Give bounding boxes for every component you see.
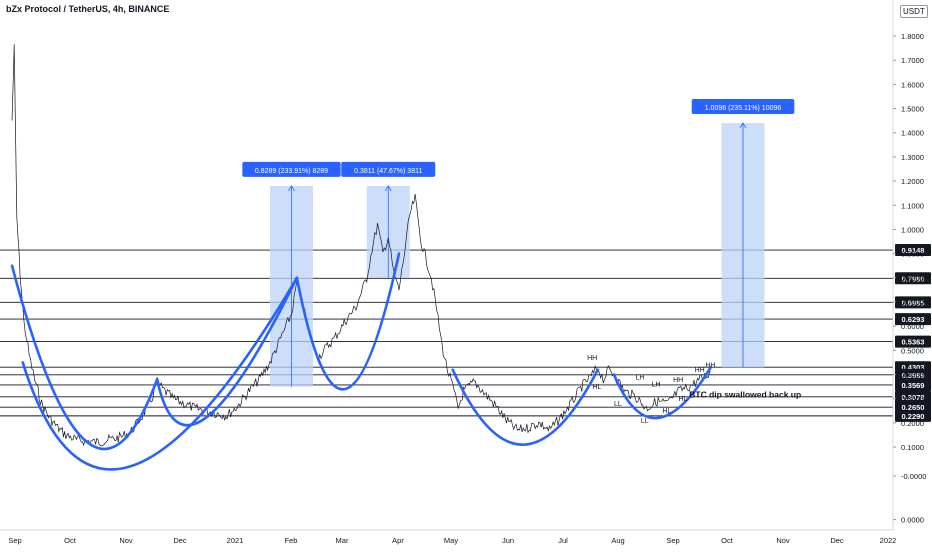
measure-arrow-head [288,185,295,192]
annotation-label: LH [652,382,661,389]
pattern-arc [612,365,713,420]
y-tick-label: 1.1000 [901,201,924,210]
x-tick-label: Sep [666,536,679,545]
x-tick-label: May [444,536,458,545]
level-price-label: 0.6985 [902,298,925,307]
measure-label: 0.8289 (233.91%) 8289 [255,168,328,175]
level-price-tag [895,272,931,285]
measure-label-box [691,99,795,115]
pattern-arc [10,264,159,451]
x-tick-label: Sep [8,536,21,545]
x-tick-label: Oct [64,536,77,545]
chart-title: bZx Protocol / TetherUS, 4h, BINANCE [6,4,170,14]
level-price-label: 0.4303 [902,363,925,372]
y-tick-label: 0.2000 [901,419,924,428]
x-tick-label: Aug [611,536,624,545]
level-price-tag [895,409,931,422]
level-price-label: 0.9148 [902,246,925,255]
y-tick-label: 1.7000 [901,56,924,65]
measure-label-box [341,161,436,177]
level-price-label: 0.3078 [902,393,925,402]
y-tick-label: 1.6000 [901,80,924,89]
measure-arrow-head [384,185,392,192]
price-line [11,44,711,447]
level-price-label: 0.2650 [902,403,925,412]
measure-label: 1.0096 (235.11%) 10096 [705,105,782,112]
y-tick-label: 0.5000 [901,346,924,355]
measure-label-box [242,161,341,177]
y-tick-label: 0.7000 [901,298,924,307]
annotation-label: LH [636,374,645,381]
level-price-label: 0.3989 [902,371,925,380]
x-tick-label: Jun [502,536,514,545]
y-tick-label: 1.4000 [901,129,924,138]
pattern-arc [295,252,401,391]
y-tick-label: 1.5000 [901,105,924,114]
annotation-label: HH [695,367,705,374]
level-price-label: 0.5363 [902,338,925,347]
measure-label: 0.3811 (47.67%) 3811 [354,168,422,175]
level-price-label: 0.7980 [902,274,925,283]
y-tick-label: 0.1000 [901,443,924,452]
level-price-tag [895,244,931,257]
annotation-label: LL [641,418,649,425]
annotation-note: BTC dip swallowed back up [689,389,801,399]
y-tick-label: 0.0000 [901,516,924,525]
annotation-label: HH [587,355,597,362]
x-tick-label: 2022 [880,536,897,545]
level-price-tag [895,296,931,309]
pattern-arc [451,368,600,446]
x-tick-label: Dec [830,536,844,545]
level-price-label: 0.3569 [902,381,925,390]
y-tick-label: -0.0000 [901,472,926,481]
level-price-tag [895,335,931,348]
x-tick-label: Apr [392,536,404,545]
x-tick-label: Jul [558,536,568,545]
x-tick-label: Nov [119,536,133,545]
currency-badge[interactable]: USDT [900,5,928,18]
y-tick-label: 1.8000 [901,32,924,41]
measure-arrow-head [739,122,747,129]
y-tick-label: 1.2000 [901,177,924,186]
annotation-label: LL [614,401,622,408]
y-tick-label: 0.4000 [901,371,924,380]
level-price-tag [895,378,931,391]
level-price-tag [895,368,931,381]
level-price-tag [895,390,931,403]
y-tick-label: 0.3000 [901,395,924,404]
x-tick-label: 2021 [227,536,244,545]
level-price-label: 0.6293 [902,315,925,324]
pattern-arc [21,276,299,471]
annotation-label: HH [673,377,683,384]
x-tick-label: Dec [173,536,187,545]
x-tick-label: Nov [776,536,790,545]
y-tick-label: 1.0000 [901,225,924,234]
level-price-tag [895,313,931,326]
y-tick-label: 0.8000 [901,274,924,283]
annotation-label: HH [705,362,715,369]
annotation-label: HL [593,384,602,391]
y-tick-label: 1.3000 [901,153,924,162]
y-tick-label: 0.9000 [901,250,924,259]
x-tick-label: Mar [336,536,349,545]
annotation-label: HL [662,408,671,415]
annotation-label: HL [679,396,688,403]
pattern-arc [155,276,299,427]
x-tick-label: Feb [285,536,298,545]
level-price-label: 0.2290 [902,412,925,421]
x-tick-label: Oct [721,536,734,545]
y-tick-label: 0.6000 [901,322,924,331]
